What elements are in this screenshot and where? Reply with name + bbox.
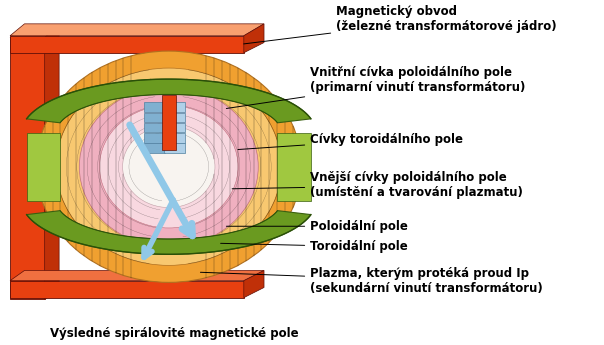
Ellipse shape: [36, 51, 301, 282]
Text: Magnetický obvod
(železné transformátorové jádro): Magnetický obvod (železné transformátoro…: [243, 5, 557, 44]
Polygon shape: [164, 112, 185, 122]
Text: Výsledné spirálovité magnetické pole: Výsledné spirálovité magnetické pole: [50, 327, 299, 340]
Polygon shape: [10, 24, 264, 36]
Text: Vnější cívky poloidálního pole
(umístění a tvarování plazmatu): Vnější cívky poloidálního pole (umístění…: [232, 171, 523, 199]
Polygon shape: [144, 133, 165, 142]
Ellipse shape: [100, 106, 238, 228]
Ellipse shape: [56, 68, 281, 265]
Polygon shape: [164, 133, 185, 142]
Polygon shape: [244, 270, 264, 298]
Polygon shape: [27, 133, 60, 201]
Polygon shape: [10, 270, 264, 281]
Polygon shape: [27, 211, 311, 254]
Polygon shape: [10, 281, 244, 298]
Polygon shape: [10, 26, 59, 38]
Polygon shape: [27, 79, 311, 123]
Text: Cívky toroidálního pole: Cívky toroidálního pole: [238, 133, 463, 149]
Polygon shape: [144, 123, 165, 132]
Polygon shape: [10, 38, 45, 299]
Polygon shape: [144, 112, 165, 122]
Polygon shape: [244, 24, 264, 53]
Polygon shape: [162, 95, 176, 150]
Ellipse shape: [79, 87, 259, 247]
Text: Toroidální pole: Toroidální pole: [220, 240, 408, 253]
Polygon shape: [144, 143, 165, 153]
Polygon shape: [164, 143, 185, 153]
Ellipse shape: [123, 126, 215, 208]
Polygon shape: [277, 133, 311, 201]
Polygon shape: [45, 26, 59, 299]
Text: Poloidální pole: Poloidální pole: [226, 220, 408, 233]
Polygon shape: [164, 123, 185, 132]
Text: Vnitřní cívka poloidálního pole
(primarní vinutí transformátoru): Vnitřní cívka poloidálního pole (primarn…: [226, 66, 525, 108]
Polygon shape: [144, 102, 165, 112]
Polygon shape: [10, 36, 244, 53]
Polygon shape: [164, 102, 185, 112]
Text: Plazma, kterým protéká proud Ip
(sekundární vinutí transformátoru): Plazma, kterým protéká proud Ip (sekundá…: [201, 267, 543, 295]
